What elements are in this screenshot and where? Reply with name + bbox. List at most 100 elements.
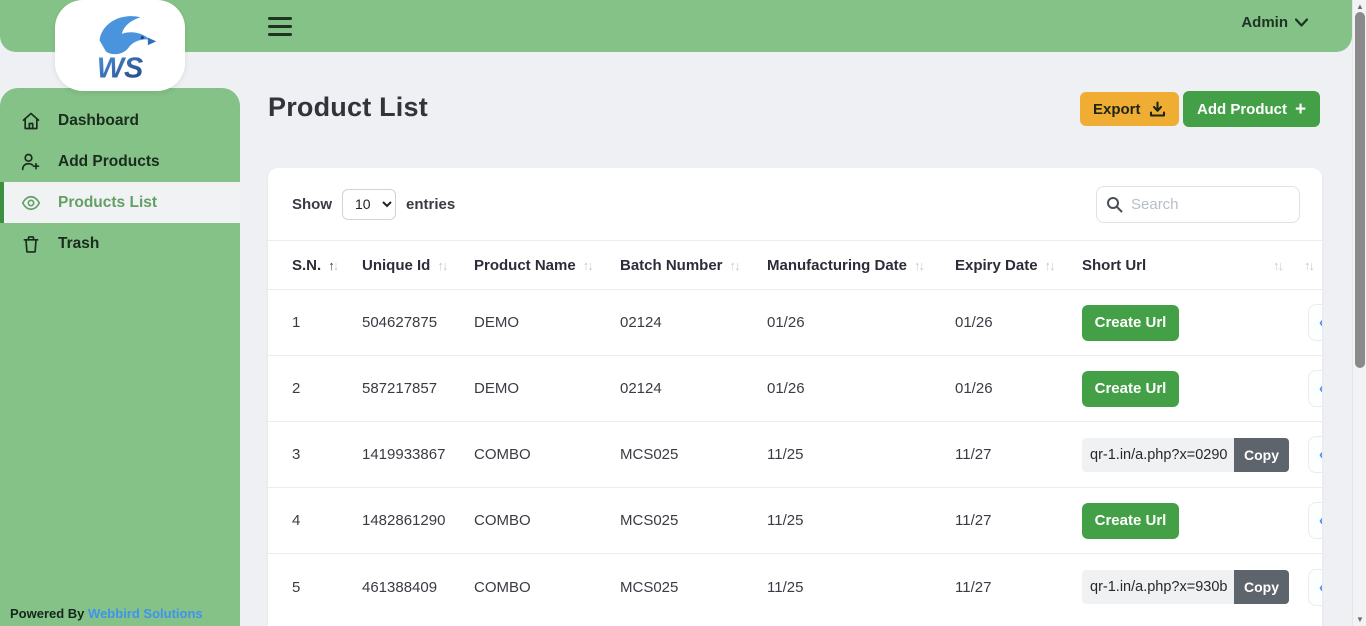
- sort-icon[interactable]: ↑↓: [1044, 257, 1056, 273]
- sidebar-item-label: Add Products: [58, 152, 160, 170]
- cell-product-name: COMBO: [474, 578, 531, 596]
- column-header-product-name[interactable]: Product Name ↑↓: [474, 256, 594, 274]
- scroll-up-arrow-icon[interactable]: ▲: [1356, 2, 1364, 11]
- admin-dropdown[interactable]: Admin: [1241, 14, 1308, 31]
- table-controls: Show 10 entries: [268, 168, 1322, 240]
- sort-icon[interactable]: ↑↓: [328, 257, 339, 273]
- cell-sn: 4: [292, 512, 301, 529]
- webbird-solutions-link[interactable]: Webbird Solutions: [88, 606, 203, 621]
- cell-mfg-date: 01/26: [767, 314, 805, 331]
- cell-unique-id: 461388409: [362, 578, 438, 596]
- cell-expiry-date: 11/27: [955, 578, 992, 596]
- cell-expiry-date: 01/26: [955, 314, 993, 331]
- cell-unique-id: 1419933867: [362, 446, 446, 463]
- user-plus-icon: [21, 153, 40, 170]
- row-action-button[interactable]: ‹: [1308, 502, 1322, 539]
- page-title: Product List: [268, 92, 428, 122]
- cell-expiry-date: 01/26: [955, 380, 993, 397]
- column-header-expiry-date[interactable]: Expiry Date ↑↓: [955, 256, 1056, 274]
- cell-unique-id: 587217857: [362, 380, 438, 397]
- row-action-button[interactable]: ‹: [1308, 436, 1322, 473]
- column-header-short-url[interactable]: Short Url ↑↓: [1082, 256, 1284, 274]
- home-icon: [22, 112, 40, 129]
- show-label: Show: [292, 195, 332, 213]
- sort-icon[interactable]: ↑↓: [1304, 257, 1315, 273]
- cell-product-name: COMBO: [474, 512, 531, 529]
- search-icon: [1107, 196, 1123, 212]
- company-logo[interactable]: WS: [55, 0, 185, 91]
- sort-icon[interactable]: ↑↓: [914, 257, 925, 273]
- sort-icon[interactable]: ↑↓: [729, 257, 741, 273]
- cell-product-name: DEMO: [474, 314, 519, 331]
- topbar: Admin: [0, 0, 1352, 52]
- sort-icon[interactable]: ↑↓: [1273, 257, 1284, 273]
- sidebar: Dashboard Add Products Products List Tra…: [0, 88, 240, 626]
- trash-icon: [23, 235, 39, 253]
- short-url-value[interactable]: qr-1.in/a.php?x=0290: [1082, 437, 1234, 472]
- row-action-button[interactable]: ‹: [1308, 304, 1322, 341]
- add-product-button[interactable]: Add Product +: [1183, 91, 1321, 127]
- row-action-button[interactable]: ‹: [1308, 568, 1322, 606]
- sidebar-item-products-list[interactable]: Products List: [0, 182, 240, 223]
- sidebar-item-label: Trash: [58, 234, 100, 252]
- sidebar-item-label: Products List: [58, 193, 158, 211]
- vertical-scrollbar[interactable]: ▲ ▼: [1352, 0, 1366, 626]
- product-list-card: Show 10 entries S.N. ↑↓ Unique Id ↑↓ Pro…: [268, 168, 1322, 626]
- table-row: 1 504627875 DEMO 02124 01/26 01/26 Creat…: [268, 290, 1322, 356]
- table-header-row: S.N. ↑↓ Unique Id ↑↓ Product Name ↑↓ Bat…: [268, 240, 1322, 290]
- cell-batch-number: MCS025: [620, 578, 679, 596]
- cell-mfg-date: 01/26: [767, 380, 805, 397]
- cell-sn: 1: [292, 314, 301, 331]
- export-button[interactable]: Export: [1080, 92, 1179, 126]
- row-action-button[interactable]: ‹: [1308, 370, 1322, 407]
- sort-icon[interactable]: ↑↓: [437, 257, 448, 273]
- scrollbar-thumb[interactable]: [1355, 12, 1365, 368]
- chevron-left-icon: ‹: [1319, 314, 1322, 331]
- bird-ws-logo-icon: WS: [97, 15, 157, 84]
- cell-sn: 5: [292, 578, 301, 596]
- chevron-left-icon: ‹: [1319, 579, 1322, 596]
- chevron-left-icon: ‹: [1319, 446, 1322, 463]
- scroll-down-arrow-icon[interactable]: ▼: [1356, 615, 1364, 624]
- table-row: 2 587217857 DEMO 02124 01/26 01/26 Creat…: [268, 356, 1322, 422]
- cell-batch-number: 02124: [620, 314, 662, 331]
- chevron-left-icon: ‹: [1319, 512, 1322, 529]
- cell-expiry-date: 11/27: [955, 446, 992, 463]
- column-header-batch-number[interactable]: Batch Number ↑↓: [620, 256, 741, 274]
- short-url-value[interactable]: qr-1.in/a.php?x=930b: [1082, 570, 1234, 604]
- cell-batch-number: 02124: [620, 380, 662, 397]
- sort-icon[interactable]: ↑↓: [582, 257, 594, 273]
- hamburger-menu-icon[interactable]: [268, 17, 292, 36]
- admin-label: Admin: [1241, 14, 1288, 31]
- svg-text:WS: WS: [97, 52, 143, 84]
- cell-expiry-date: 11/27: [955, 512, 992, 529]
- table-row: 4 1482861290 COMBO MCS025 11/25 11/27 Cr…: [268, 488, 1322, 554]
- chevron-left-icon: ‹: [1319, 380, 1322, 397]
- sidebar-item-add-products[interactable]: Add Products: [0, 141, 240, 182]
- create-url-button[interactable]: Create Url: [1082, 304, 1179, 341]
- table-row: 3 1419933867 COMBO MCS025 11/25 11/27 qr…: [268, 422, 1322, 488]
- cell-unique-id: 1482861290: [362, 512, 446, 529]
- create-url-button[interactable]: Create Url: [1082, 502, 1179, 539]
- column-header-unique-id[interactable]: Unique Id ↑↓: [362, 256, 448, 274]
- table-row: 5 461388409 COMBO MCS025 11/25 11/27 qr-…: [268, 554, 1322, 620]
- column-header-actions[interactable]: ↑↓: [1292, 258, 1322, 273]
- page-size-select[interactable]: 10: [342, 188, 396, 220]
- create-url-button[interactable]: Create Url: [1082, 370, 1179, 407]
- sidebar-item-trash[interactable]: Trash: [0, 223, 240, 264]
- copy-url-button[interactable]: Copy: [1234, 437, 1289, 472]
- cell-batch-number: MCS025: [620, 512, 679, 529]
- copy-url-button[interactable]: Copy: [1234, 570, 1289, 604]
- column-header-sn[interactable]: S.N. ↑↓: [292, 256, 339, 274]
- powered-by-text: Powered By: [10, 606, 85, 621]
- cell-unique-id: 504627875: [362, 314, 438, 331]
- cell-product-name: COMBO: [474, 446, 531, 463]
- chevron-down-icon: [1295, 18, 1308, 27]
- search-input[interactable]: [1096, 185, 1300, 223]
- sidebar-item-label: Dashboard: [58, 111, 139, 129]
- download-icon: [1149, 100, 1165, 117]
- sidebar-item-dashboard[interactable]: Dashboard: [0, 100, 240, 141]
- cell-mfg-date: 11/25: [767, 446, 804, 463]
- export-button-label: Export: [1093, 100, 1141, 118]
- column-header-manufacturing-date[interactable]: Manufacturing Date ↑↓: [767, 256, 925, 274]
